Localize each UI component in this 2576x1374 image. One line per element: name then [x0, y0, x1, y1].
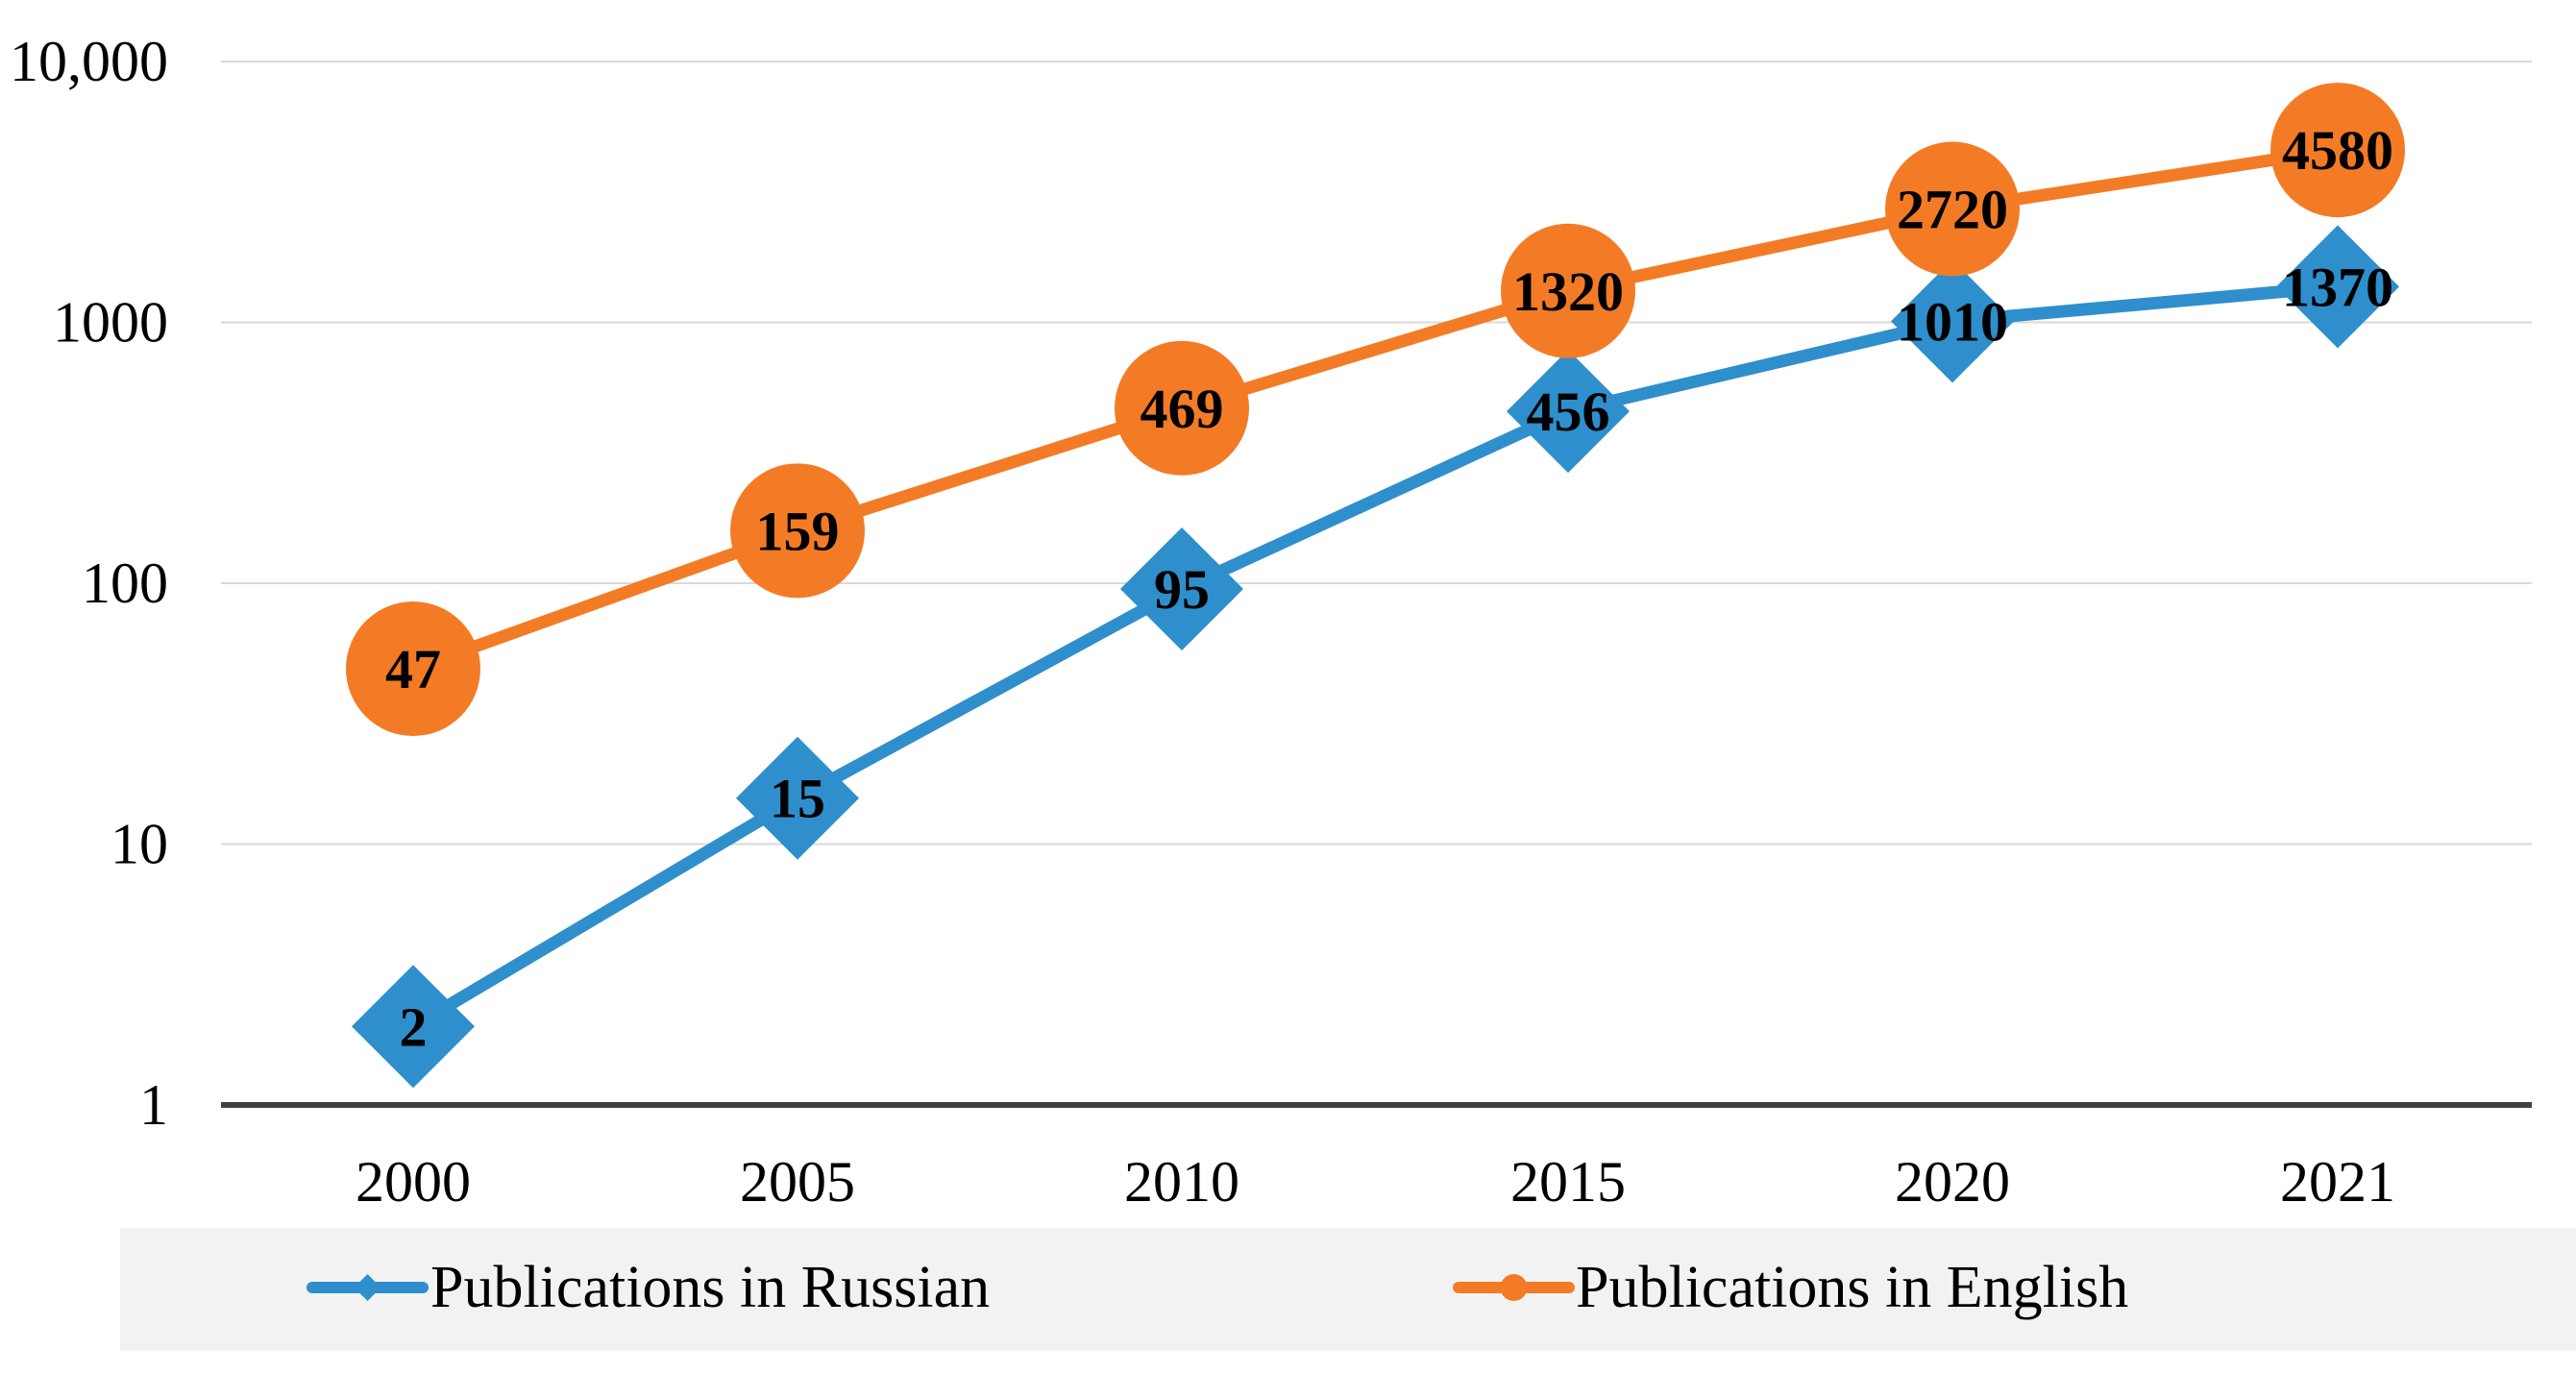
y-tick-label: 100 — [82, 552, 168, 615]
x-tick-label-2021: 2021 — [2280, 1150, 2395, 1214]
legend-marker-publications-in-english — [1500, 1274, 1528, 1301]
y-tick-label: 1000 — [53, 291, 168, 355]
x-tick-label-2015: 2015 — [1510, 1150, 1626, 1214]
gridlines — [221, 61, 2532, 846]
publications-in-russian-marker-2020 — [1891, 259, 2014, 383]
publications-in-english-data-label-2020: 2720 — [1897, 179, 2008, 241]
y-tick-label: 10,000 — [10, 30, 168, 93]
publications-in-english-marker-2015 — [1501, 223, 1635, 358]
publications-in-russian-data-label-2021: 1370 — [2282, 256, 2393, 318]
publications-in-english-line — [406, 143, 2344, 675]
legend-background — [120, 1228, 2576, 1351]
publications-in-russian-data-label-2010: 95 — [1154, 558, 1210, 621]
publications-in-english-data-label-2000: 47 — [385, 638, 441, 700]
legend-label-publications-in-russian: Publications in Russian — [430, 1255, 990, 1320]
publications-in-russian-marker-2000 — [352, 965, 475, 1089]
y-tick-label: 1 — [139, 1073, 168, 1137]
publications-in-english-marker-2010 — [1115, 340, 1249, 476]
publications-in-russian-data-label-2005: 15 — [770, 768, 825, 830]
publications-in-russian-line — [406, 280, 2344, 1033]
publications-in-english-data-label-2021: 4580 — [2282, 119, 2393, 182]
x-tick-label-2000: 2000 — [356, 1150, 471, 1214]
publications-in-english-marker-2005 — [730, 463, 865, 599]
publications-in-russian-data-label-2020: 1010 — [1897, 290, 2008, 353]
legend-marker-publications-in-russian — [354, 1274, 381, 1301]
x-tick-label-2005: 2005 — [740, 1150, 855, 1214]
publications-in-english-marker-2021 — [2270, 83, 2405, 218]
publications-in-english-data-label-2010: 469 — [1141, 378, 1224, 440]
publications-in-english-data-label-2005: 159 — [756, 500, 840, 562]
legend-label-publications-in-english: Publications in English — [1576, 1255, 2128, 1320]
x-tick-label-2010: 2010 — [1124, 1150, 1239, 1214]
publications-in-russian-marker-2010 — [1120, 528, 1243, 651]
publications-in-russian-marker-2005 — [736, 736, 859, 860]
publications-in-english-marker-2020 — [1885, 141, 2020, 277]
axes: 1 10 100 1000 10,000 2000 2005 2010 2015 2020 2021 — [10, 30, 2532, 1214]
series: 2 15 95 456 1010 1370 47 159 469 1320 2720 4580 — [346, 83, 2405, 1089]
publications-in-english-data-label-2015: 1320 — [1512, 260, 1624, 323]
publications-in-russian-marker-2015 — [1507, 350, 1630, 474]
publications-in-russian-data-label-2000: 2 — [400, 995, 428, 1058]
y-tick-label: 10 — [110, 813, 168, 876]
legend: Publications in Russian Publications in E… — [120, 1228, 2576, 1351]
publications-in-english-marker-2000 — [346, 601, 480, 737]
x-tick-label-2020: 2020 — [1895, 1150, 2010, 1214]
publications-in-russian-marker-2021 — [2276, 225, 2399, 349]
publications-in-russian-data-label-2015: 456 — [1527, 380, 1610, 443]
